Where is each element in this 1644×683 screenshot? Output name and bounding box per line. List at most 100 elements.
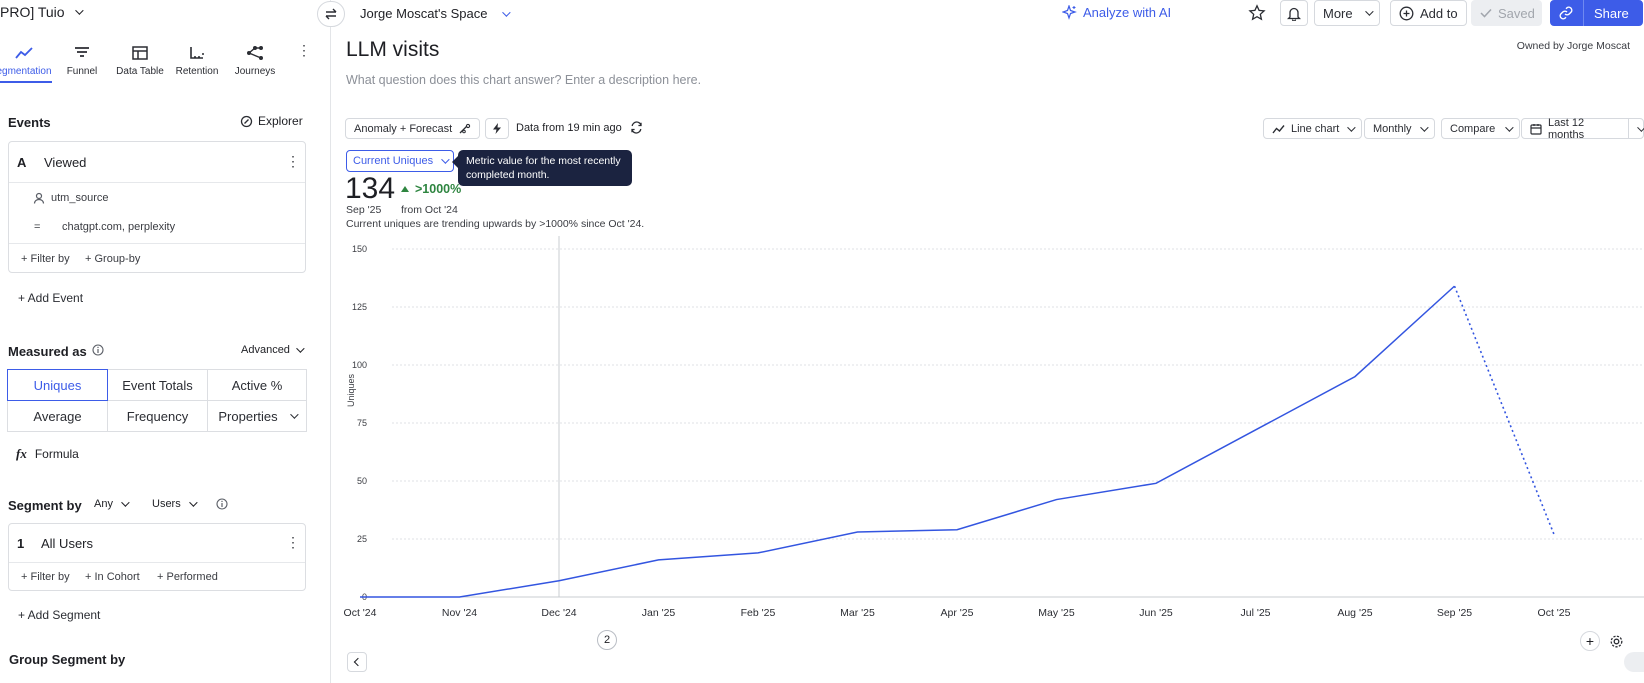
measure-active-percent[interactable]: Active %	[207, 369, 307, 401]
event-property-value[interactable]: chatgpt.com, perplexity	[62, 221, 176, 233]
data-point[interactable]	[855, 529, 861, 535]
event-property: utm_source	[51, 192, 109, 204]
event-letter: A	[17, 155, 27, 170]
formula-button[interactable]: fx Formula	[16, 446, 79, 462]
compare-dropdown[interactable]: Compare	[1441, 118, 1521, 139]
info-icon[interactable]	[92, 344, 104, 356]
metric-selector[interactable]: Current Uniques	[346, 150, 455, 172]
add-to-button[interactable]: Add to	[1390, 0, 1467, 26]
space-selector[interactable]: Jorge Moscat's Space	[360, 6, 511, 21]
segment-filter-by-button[interactable]: + Filter by	[21, 571, 70, 583]
add-event-button[interactable]: + Add Event	[18, 291, 84, 305]
data-point[interactable]	[954, 527, 960, 533]
event-menu-icon[interactable]: ⋮	[286, 153, 300, 169]
data-point[interactable]	[656, 557, 662, 563]
swap-icon[interactable]	[317, 1, 345, 27]
interval-dropdown[interactable]: Monthly	[1364, 118, 1435, 139]
analyze-label: Analyze with AI	[1083, 5, 1172, 20]
series-line[interactable]	[360, 285, 1456, 598]
measure-frequency[interactable]: Frequency	[107, 400, 208, 432]
chart-title[interactable]: LLM visits	[346, 38, 440, 61]
series-incomplete-segment[interactable]	[1453, 285, 1555, 535]
data-point[interactable]	[755, 550, 761, 556]
x-tick-label: Sep '25	[1437, 607, 1472, 619]
analyze-ai-button[interactable]: Analyze with AI	[1062, 5, 1171, 20]
anomaly-forecast-button[interactable]: Anomaly + Forecast	[345, 118, 481, 139]
annotation-marker[interactable]: 2	[597, 630, 617, 650]
measure-event-totals[interactable]: Event Totals	[107, 369, 208, 401]
journeys-icon	[227, 40, 283, 66]
share-button[interactable]: Share	[1550, 0, 1643, 26]
tab-journeys[interactable]: Journeys	[227, 40, 283, 77]
segment-users-dropdown[interactable]: Users	[152, 498, 198, 510]
y-tick-label: 150	[352, 244, 367, 254]
chart-description-input[interactable]: What question does this chart answer? En…	[346, 73, 702, 87]
tab-retention[interactable]: Retention	[169, 40, 225, 77]
chevron-down-icon	[188, 498, 198, 507]
settings-gear-icon[interactable]	[1606, 631, 1626, 651]
x-tick-label: Aug '25	[1337, 607, 1372, 619]
data-point[interactable]	[1054, 497, 1060, 503]
add-segment-button[interactable]: + Add Segment	[18, 608, 101, 622]
explorer-button[interactable]: Explorer	[240, 114, 303, 128]
chevron-down-icon	[74, 6, 84, 15]
data-point[interactable]	[1452, 283, 1458, 289]
interval-label: Monthly	[1373, 122, 1412, 135]
chevron-down-icon	[1419, 122, 1429, 132]
y-tick-label: 50	[357, 476, 367, 486]
tab-funnel[interactable]: Funnel	[54, 40, 110, 77]
x-tick-label: Dec '24	[541, 607, 576, 619]
data-point[interactable]	[357, 594, 363, 600]
divider	[9, 182, 305, 183]
segment-menu-icon[interactable]: ⋮	[286, 534, 300, 550]
alerts-button[interactable]	[1280, 0, 1308, 26]
chevron-down-icon	[441, 155, 450, 164]
event-property-row[interactable]: utm_source	[33, 192, 108, 204]
event-group-by-button[interactable]: + Group-by	[85, 253, 141, 265]
tab-segmentation[interactable]: egmentation	[0, 40, 52, 77]
tab-label: Retention	[175, 66, 219, 77]
data-point[interactable]	[1352, 374, 1358, 380]
more-button[interactable]: More	[1314, 0, 1380, 26]
x-tick-label: May '25	[1038, 607, 1075, 619]
segment-users-label: Users	[152, 498, 181, 510]
wand-icon	[458, 123, 471, 135]
event-name[interactable]: Viewed	[44, 155, 87, 170]
data-point[interactable]	[556, 578, 562, 584]
saved-button[interactable]: Saved	[1471, 0, 1542, 26]
star-icon[interactable]	[1248, 4, 1266, 22]
measure-properties[interactable]: Properties	[207, 400, 307, 432]
calendar-icon	[1530, 123, 1542, 135]
segment-name[interactable]: All Users	[41, 536, 94, 551]
data-point[interactable]	[457, 594, 463, 600]
event-filter-by-button[interactable]: + Filter by	[21, 253, 70, 265]
segment-performed-button[interactable]: + Performed	[157, 571, 218, 583]
x-tick-label: Jul '25	[1240, 607, 1270, 619]
chevron-left-icon[interactable]	[347, 652, 367, 672]
measure-average[interactable]: Average	[7, 400, 108, 432]
advanced-dropdown[interactable]: Advanced	[241, 344, 305, 356]
query-sidebar: PRO] Tuio egmentation Funnel Data Table …	[0, 0, 331, 683]
chevron-right-icon[interactable]	[1624, 652, 1644, 672]
data-point[interactable]	[1551, 531, 1557, 537]
refresh-icon[interactable]	[630, 121, 643, 134]
more-tabs-icon[interactable]: ⋮	[297, 42, 311, 58]
date-range-dropdown[interactable]: Last 12 months	[1521, 117, 1644, 141]
segment-in-cohort-button[interactable]: + In Cohort	[85, 571, 140, 583]
x-tick-label: Feb '25	[741, 607, 776, 619]
divider	[9, 243, 305, 244]
tab-data-table[interactable]: Data Table	[112, 40, 168, 77]
metric-change: >1000%	[401, 182, 461, 196]
bolt-button[interactable]	[485, 118, 509, 139]
chart-type-dropdown[interactable]: Line chart	[1263, 118, 1363, 139]
data-point[interactable]	[1153, 480, 1159, 486]
info-icon[interactable]	[216, 498, 228, 510]
chevron-down-icon	[1505, 122, 1514, 132]
measure-uniques[interactable]: Uniques	[7, 369, 108, 401]
plus-icon[interactable]: +	[1580, 631, 1600, 651]
project-selector[interactable]: PRO] Tuio	[0, 4, 84, 20]
segment-any-dropdown[interactable]: Any	[94, 498, 130, 510]
divider	[1583, 0, 1584, 26]
data-point[interactable]	[1253, 427, 1259, 433]
